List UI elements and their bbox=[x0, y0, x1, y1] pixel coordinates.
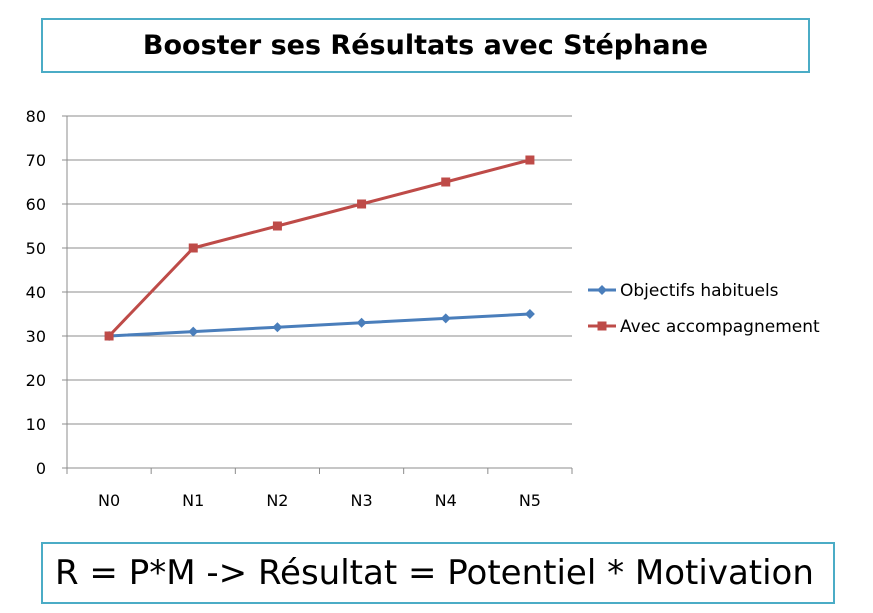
data-point bbox=[272, 322, 283, 333]
x-axis-ticks: N0 N1 N2 N3 N4 N5 bbox=[98, 491, 541, 510]
data-point bbox=[525, 155, 535, 165]
legend-marker bbox=[597, 285, 607, 295]
axes bbox=[62, 115, 573, 474]
data-point bbox=[441, 177, 451, 187]
x-tick-label: N0 bbox=[98, 491, 120, 510]
y-tick-label: 60 bbox=[26, 195, 46, 214]
legend-item: Avec accompagnement bbox=[588, 317, 820, 337]
y-tick-label: 80 bbox=[26, 107, 46, 126]
y-tick-label: 0 bbox=[36, 459, 46, 478]
x-tick-label: N3 bbox=[351, 491, 373, 510]
series-group bbox=[104, 155, 535, 341]
legend-label: Avec accompagnement bbox=[620, 317, 820, 337]
legend-marker bbox=[597, 321, 607, 331]
x-tick-label: N1 bbox=[182, 491, 204, 510]
data-point bbox=[356, 317, 367, 328]
y-tick-label: 30 bbox=[26, 327, 46, 346]
legend-item: Objectifs habituels bbox=[588, 281, 779, 301]
data-point bbox=[272, 221, 282, 231]
data-point bbox=[188, 243, 198, 253]
title-box: Booster ses Résultats avec Stéphane bbox=[41, 18, 810, 73]
x-tick-label: N4 bbox=[435, 491, 457, 510]
series-line bbox=[107, 158, 531, 338]
gridlines bbox=[67, 115, 572, 425]
data-point bbox=[524, 309, 535, 319]
x-tick-label: N5 bbox=[519, 491, 541, 510]
y-tick-label: 40 bbox=[26, 283, 46, 302]
legend: Objectifs habituels Avec accompagnement bbox=[588, 281, 820, 337]
data-point bbox=[188, 326, 199, 337]
data-point bbox=[440, 313, 451, 324]
line-chart: 0 10 20 30 40 50 60 70 80 N0 N1 N2 N3 N4 N5 Objectifs… bbox=[26, 107, 820, 510]
y-tick-label: 20 bbox=[26, 371, 46, 390]
legend-label: Objectifs habituels bbox=[620, 281, 779, 301]
series-line bbox=[109, 312, 530, 338]
data-point bbox=[104, 331, 114, 341]
series-2 bbox=[104, 155, 535, 341]
y-tick-label: 50 bbox=[26, 239, 46, 258]
data-point bbox=[357, 199, 367, 209]
formula-text: R = P*M -> Résultat = Potentiel * Motiva… bbox=[55, 553, 814, 593]
chart-title: Booster ses Résultats avec Stéphane bbox=[142, 30, 709, 61]
formula-box: R = P*M -> Résultat = Potentiel * Motiva… bbox=[41, 542, 835, 604]
series-1 bbox=[104, 309, 535, 341]
x-tick-label: N2 bbox=[266, 491, 288, 510]
y-axis-ticks: 0 10 20 30 40 50 60 70 80 bbox=[26, 107, 46, 478]
y-tick-label: 10 bbox=[26, 415, 46, 434]
y-tick-label: 70 bbox=[26, 151, 46, 170]
